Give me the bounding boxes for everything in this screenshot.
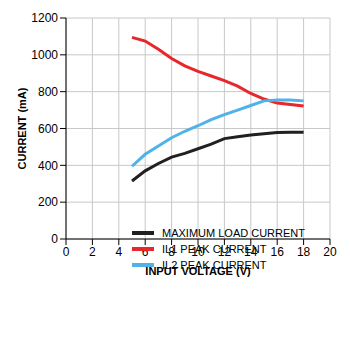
svg-text:1000: 1000 [31,48,58,62]
svg-text:4: 4 [115,245,122,259]
svg-text:20: 20 [323,245,337,259]
svg-text:400: 400 [38,159,58,173]
svg-text:14: 14 [244,245,258,259]
svg-text:600: 600 [38,122,58,136]
svg-text:200: 200 [38,195,58,209]
svg-text:2: 2 [89,245,96,259]
svg-text:INPUT VOLTAGE (V): INPUT VOLTAGE (V) [145,265,251,277]
svg-text:CURRENT (mA): CURRENT (mA) [16,87,28,169]
svg-text:8: 8 [168,245,175,259]
svg-text:10: 10 [191,245,205,259]
svg-text:1200: 1200 [31,11,58,25]
svg-text:0: 0 [63,245,70,259]
svg-text:12: 12 [218,245,232,259]
svg-text:800: 800 [38,85,58,99]
svg-text:0: 0 [51,232,58,246]
svg-text:18: 18 [297,245,311,259]
svg-text:16: 16 [271,245,285,259]
svg-text:6: 6 [142,245,149,259]
